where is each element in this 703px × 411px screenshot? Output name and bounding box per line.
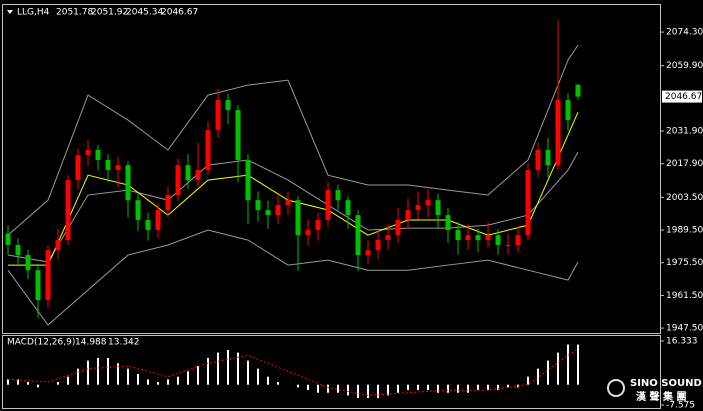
candle-body — [275, 205, 281, 216]
candle-body — [305, 230, 311, 236]
indicator-line — [7, 229, 579, 326]
candle-body — [315, 220, 321, 231]
y-tick-label: 1975.50 — [666, 258, 703, 268]
candle-body — [345, 200, 351, 216]
candle-body — [375, 240, 381, 251]
candle-body — [155, 209, 161, 231]
candle-body — [515, 235, 521, 245]
candle-body — [15, 244, 21, 256]
candle-body — [95, 149, 101, 161]
candle-body — [285, 200, 291, 206]
candle-body — [165, 195, 171, 210]
candle-body — [135, 200, 141, 221]
y-tick-label: 1947.50 — [666, 324, 703, 334]
candle-body — [365, 250, 371, 256]
y-tick-label: 2017.90 — [666, 159, 703, 169]
chart-title: LLG,H4 — [17, 8, 50, 18]
candle-body — [475, 235, 481, 241]
candle-body — [395, 220, 401, 236]
candle-body — [215, 100, 221, 131]
candle-body — [505, 244, 511, 246]
candle-body — [525, 170, 531, 236]
candle-body — [125, 165, 131, 201]
candle-body — [495, 235, 501, 245]
low-value: 2045.34 — [126, 8, 163, 18]
logo-subtitle: 漢 聲 集 團 — [636, 390, 686, 403]
candle-body — [35, 270, 41, 301]
candle-body — [335, 190, 341, 201]
macd-value: 14.988 — [75, 338, 107, 348]
y-tick-label: 2059.90 — [666, 61, 703, 71]
signal-value: 13.342 — [108, 338, 140, 348]
candle-body — [255, 200, 261, 210]
candle-body — [145, 220, 151, 231]
y-tick-label: 1961.50 — [666, 291, 703, 301]
candle-body — [65, 180, 71, 241]
logo-icon — [607, 379, 625, 397]
price-label-box — [662, 90, 702, 103]
candle-body — [175, 165, 181, 196]
high-value: 2051.92 — [91, 8, 128, 18]
candle-body — [295, 200, 301, 236]
y-tick-label: 1989.50 — [666, 226, 703, 236]
candle-body — [445, 215, 451, 231]
y-tick-label: -7.575 — [666, 401, 695, 411]
candle-body — [405, 209, 411, 221]
candle-body — [25, 255, 31, 271]
candle-body — [235, 110, 241, 161]
price-panel — [2, 4, 661, 334]
candle-body — [415, 205, 421, 210]
candle-body — [115, 165, 121, 171]
candle-body — [75, 155, 81, 181]
price-label: 2046.67 — [665, 92, 702, 102]
menu-arrow — [7, 10, 13, 14]
candle-body — [465, 235, 471, 241]
candle-body — [45, 250, 51, 301]
candle-body — [455, 230, 461, 241]
candle-body — [485, 235, 491, 241]
candle-body — [545, 149, 551, 166]
logo-name: SINO SOUND — [630, 378, 702, 389]
candle-body — [185, 165, 191, 181]
candle-body — [425, 200, 431, 206]
candle-body — [55, 240, 61, 251]
macd-panel — [2, 335, 661, 409]
candle-body — [265, 209, 271, 216]
candle-body — [355, 215, 361, 256]
candle-body — [325, 190, 331, 221]
candle-body — [205, 130, 211, 171]
y-tick-label: 2074.30 — [666, 28, 703, 38]
indicator-line — [7, 151, 579, 263]
y-tick-label: 16.333 — [666, 337, 698, 347]
candle-body — [555, 100, 561, 166]
y-tick-label: 2031.90 — [666, 127, 703, 137]
candle-body — [195, 170, 201, 181]
y-tick-label: 2003.50 — [666, 193, 703, 203]
close-value: 2046.67 — [161, 8, 198, 18]
candle-body — [535, 149, 541, 171]
candle-body — [435, 200, 441, 216]
candle-body — [385, 235, 391, 241]
open-value: 2051.78 — [56, 8, 93, 18]
candle-body — [225, 100, 231, 111]
candle-body — [575, 84, 581, 97]
indicator-line — [7, 44, 579, 236]
candle-body — [105, 160, 111, 171]
macd-title: MACD(12,26,9) — [7, 338, 75, 348]
candle-body — [85, 149, 91, 156]
candle-body — [5, 233, 11, 245]
candle-body — [565, 100, 571, 121]
candle-body — [245, 160, 251, 201]
